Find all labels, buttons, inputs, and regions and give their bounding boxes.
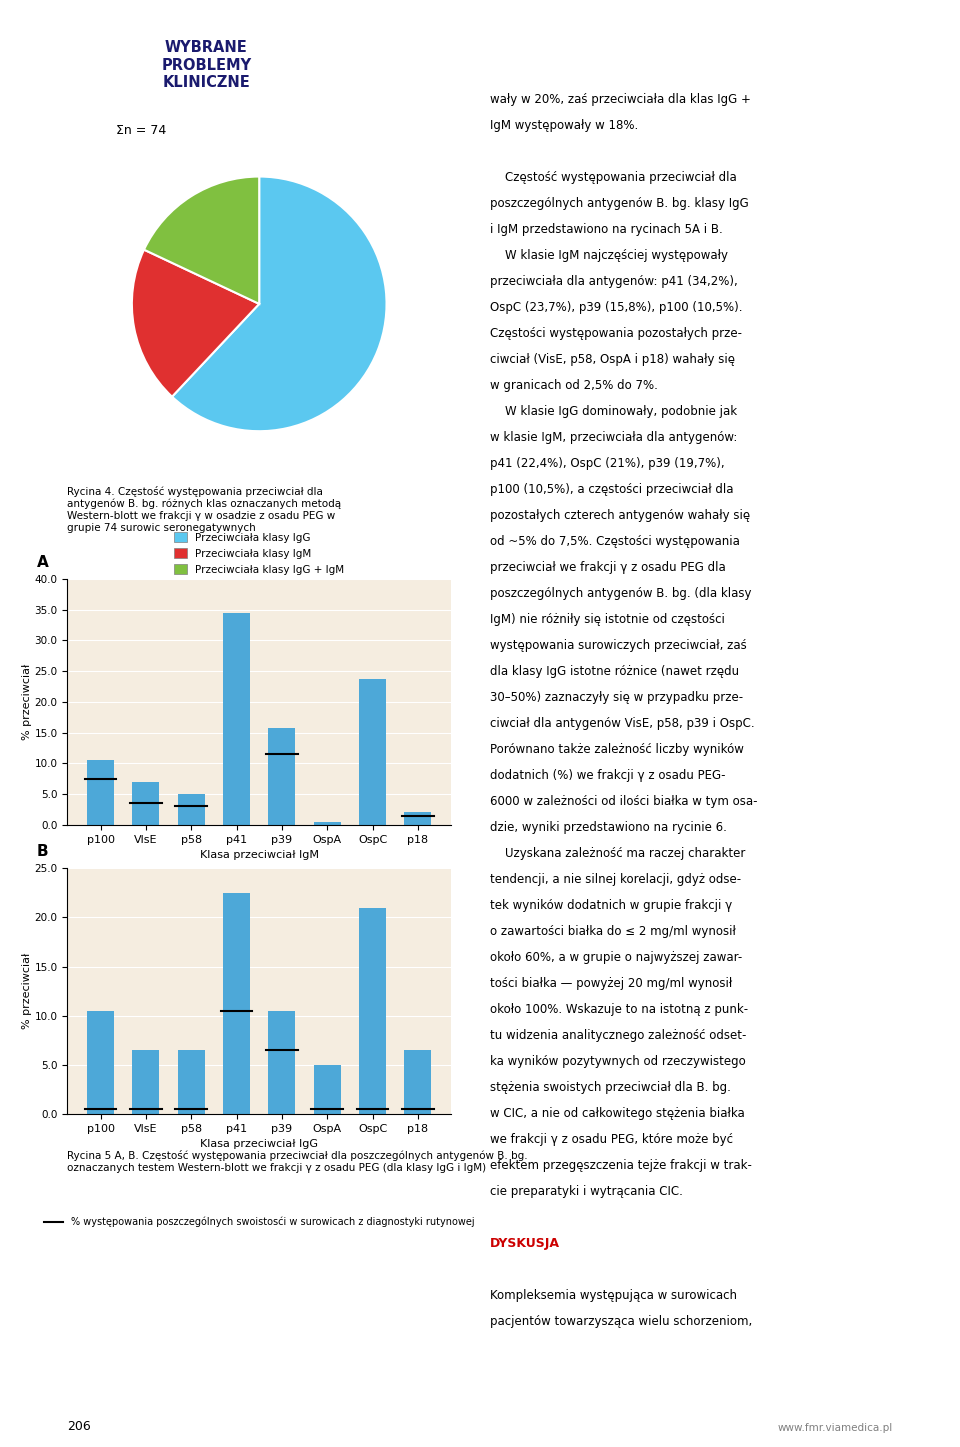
Bar [268, 728, 296, 825]
Bar [268, 1011, 296, 1114]
Text: Uzyskana zależność ma raczej charakter: Uzyskana zależność ma raczej charakter [490, 846, 745, 860]
Bar [314, 822, 341, 825]
Text: od ~5% do 7,5%. Częstości występowania: od ~5% do 7,5%. Częstości występowania [490, 535, 739, 548]
Text: poszczególnych antygenów B. bg. (dla klasy: poszczególnych antygenów B. bg. (dla kla… [490, 587, 751, 601]
Text: W klasie IgG dominowały, podobnie jak: W klasie IgG dominowały, podobnie jak [490, 405, 736, 418]
Text: IgG + IgM
18%: IgG + IgM 18% [123, 175, 184, 197]
Bar [223, 612, 251, 825]
Bar [359, 679, 386, 825]
Text: ka wyników pozytywnych od rzeczywistego: ka wyników pozytywnych od rzeczywistego [490, 1055, 745, 1068]
Text: ciwciał (VisE, p58, OspA i p18) wahały się: ciwciał (VisE, p58, OspA i p18) wahały s… [490, 353, 734, 366]
Text: 30–50%) zaznaczyły się w przypadku prze-: 30–50%) zaznaczyły się w przypadku prze- [490, 692, 743, 705]
Text: w CIC, a nie od całkowitego stężenia białka: w CIC, a nie od całkowitego stężenia bia… [490, 1107, 744, 1120]
Text: tendencji, a nie silnej korelacji, gdyż odse-: tendencji, a nie silnej korelacji, gdyż … [490, 873, 741, 886]
Text: Σn = 74: Σn = 74 [116, 123, 166, 136]
Text: Częstość występowania przeciwciał dla: Częstość występowania przeciwciał dla [490, 171, 736, 184]
Text: i IgM przedstawiono na rycinach 5A i B.: i IgM przedstawiono na rycinach 5A i B. [490, 223, 722, 236]
Bar [404, 1051, 431, 1114]
Text: dzie, wyniki przedstawiono na rycinie 6.: dzie, wyniki przedstawiono na rycinie 6. [490, 820, 727, 833]
Text: B: B [36, 844, 48, 860]
Text: dodatnich (%) we frakcji γ z osadu PEG-: dodatnich (%) we frakcji γ z osadu PEG- [490, 768, 725, 781]
Text: p100 (10,5%), a częstości przeciwciał dla: p100 (10,5%), a częstości przeciwciał dl… [490, 483, 733, 496]
Bar [132, 781, 159, 825]
Bar [314, 1065, 341, 1114]
Text: Częstości występowania pozostałych prze-: Częstości występowania pozostałych prze- [490, 327, 741, 340]
Text: OspC (23,7%), p39 (15,8%), p100 (10,5%).: OspC (23,7%), p39 (15,8%), p100 (10,5%). [490, 301, 742, 314]
X-axis label: Klasa przeciwciał IgM: Klasa przeciwciał IgM [200, 849, 319, 860]
Bar [359, 907, 386, 1114]
Text: w granicach od 2,5% do 7%.: w granicach od 2,5% do 7%. [490, 379, 658, 392]
Text: Rycina 5 A, B. Częstość występowania przeciwciał dla poszczególnych antygenów B.: Rycina 5 A, B. Częstość występowania prz… [67, 1150, 528, 1174]
Text: efektem przegęszczenia tejże frakcji w trak-: efektem przegęszczenia tejże frakcji w t… [490, 1159, 752, 1172]
Text: występowania surowiczych przeciwciał, zaś: występowania surowiczych przeciwciał, za… [490, 640, 746, 653]
Text: W klasie IgM najczęściej występowały: W klasie IgM najczęściej występowały [490, 249, 728, 262]
Text: 6000 w zależności od ilości białka w tym osa-: 6000 w zależności od ilości białka w tym… [490, 794, 757, 807]
Text: tu widzenia analitycznego zależność odset-: tu widzenia analitycznego zależność odse… [490, 1029, 746, 1042]
Text: dla klasy IgG istotne różnice (nawet rzędu: dla klasy IgG istotne różnice (nawet rzę… [490, 666, 739, 679]
Text: IgM
20%: IgM 20% [95, 320, 122, 341]
Text: pozostałych czterech antygenów wahały się: pozostałych czterech antygenów wahały si… [490, 509, 750, 522]
Legend: Przeciwciała klasy IgG, Przeciwciała klasy IgM, Przeciwciała klasy IgG + IgM: Przeciwciała klasy IgG, Przeciwciała kla… [170, 528, 348, 579]
Y-axis label: % przeciwciał: % przeciwciał [21, 954, 32, 1029]
Text: Porównano także zależność liczby wyników: Porównano także zależność liczby wyników [490, 742, 743, 755]
Text: IgM) nie różniły się istotnie od częstości: IgM) nie różniły się istotnie od częstoś… [490, 614, 725, 627]
Text: przeciwciał we frakcji γ z osadu PEG dla: przeciwciał we frakcji γ z osadu PEG dla [490, 561, 726, 574]
Text: we frakcji γ z osadu PEG, które może być: we frakcji γ z osadu PEG, które może być [490, 1133, 732, 1146]
Bar [87, 760, 114, 825]
Bar [404, 813, 431, 825]
Text: www.fmr.viamedica.pl: www.fmr.viamedica.pl [778, 1422, 893, 1433]
Text: 206: 206 [67, 1420, 91, 1433]
Text: tek wyników dodatnich w grupie frakcji γ: tek wyników dodatnich w grupie frakcji γ [490, 899, 732, 912]
Text: wały w 20%, zaś przeciwciała dla klas IgG +: wały w 20%, zaś przeciwciała dla klas Ig… [490, 93, 751, 106]
Text: p41 (22,4%), OspC (21%), p39 (19,7%),: p41 (22,4%), OspC (21%), p39 (19,7%), [490, 457, 724, 470]
Text: ciwciał dla antygenów VisE, p58, p39 i OspC.: ciwciał dla antygenów VisE, p58, p39 i O… [490, 718, 755, 729]
Text: A: A [36, 554, 48, 570]
Wedge shape [172, 177, 387, 431]
Text: Kompleksemia występująca w surowicach: Kompleksemia występująca w surowicach [490, 1289, 736, 1302]
Text: tości białka — powyżej 20 mg/ml wynosił: tości białka — powyżej 20 mg/ml wynosił [490, 977, 732, 990]
Bar [178, 1051, 204, 1114]
Text: IgG
62%: IgG 62% [390, 344, 417, 366]
Text: w klasie IgM, przeciwciała dla antygenów:: w klasie IgM, przeciwciała dla antygenów… [490, 431, 737, 444]
Bar [178, 794, 204, 825]
Legend: % występowania poszczególnych swoistosći w surowicach z diagnostyki rutynowej: % występowania poszczególnych swoistosći… [40, 1213, 478, 1231]
Text: przeciwciała dla antygenów: p41 (34,2%),: przeciwciała dla antygenów: p41 (34,2%), [490, 275, 737, 288]
Wedge shape [144, 177, 259, 304]
Text: o zawartości białka do ≤ 2 mg/ml wynosił: o zawartości białka do ≤ 2 mg/ml wynosił [490, 925, 735, 938]
Y-axis label: % przeciwciał: % przeciwciał [21, 664, 32, 739]
Text: cie preparatyki i wytrącania CIC.: cie preparatyki i wytrącania CIC. [490, 1185, 683, 1198]
Text: stężenia swoistych przeciwciał dla B. bg.: stężenia swoistych przeciwciał dla B. bg… [490, 1081, 731, 1094]
Bar [223, 893, 251, 1114]
Text: pacjentów towarzysząca wielu schorzeniom,: pacjentów towarzysząca wielu schorzeniom… [490, 1315, 752, 1328]
Text: około 60%, a w grupie o najwyższej zawar-: około 60%, a w grupie o najwyższej zawar… [490, 951, 742, 964]
Bar [87, 1011, 114, 1114]
X-axis label: Klasa przeciwciał IgG: Klasa przeciwciał IgG [201, 1139, 318, 1149]
Bar [132, 1051, 159, 1114]
Text: poszczególnych antygenów B. bg. klasy IgG: poszczególnych antygenów B. bg. klasy Ig… [490, 197, 749, 210]
Text: około 100%. Wskazuje to na istotną z punk-: około 100%. Wskazuje to na istotną z pun… [490, 1003, 748, 1016]
Text: Rycina 4. Częstość występowania przeciwciał dla
antygenów B. bg. różnych klas oz: Rycina 4. Częstość występowania przeciwc… [67, 486, 342, 532]
Text: IgM występowały w 18%.: IgM występowały w 18%. [490, 119, 637, 132]
Text: WYBRANE
PROBLEMY
KLINICZNE: WYBRANE PROBLEMY KLINICZNE [161, 41, 252, 90]
Wedge shape [132, 250, 259, 396]
Text: DYSKUSJA: DYSKUSJA [490, 1237, 560, 1250]
